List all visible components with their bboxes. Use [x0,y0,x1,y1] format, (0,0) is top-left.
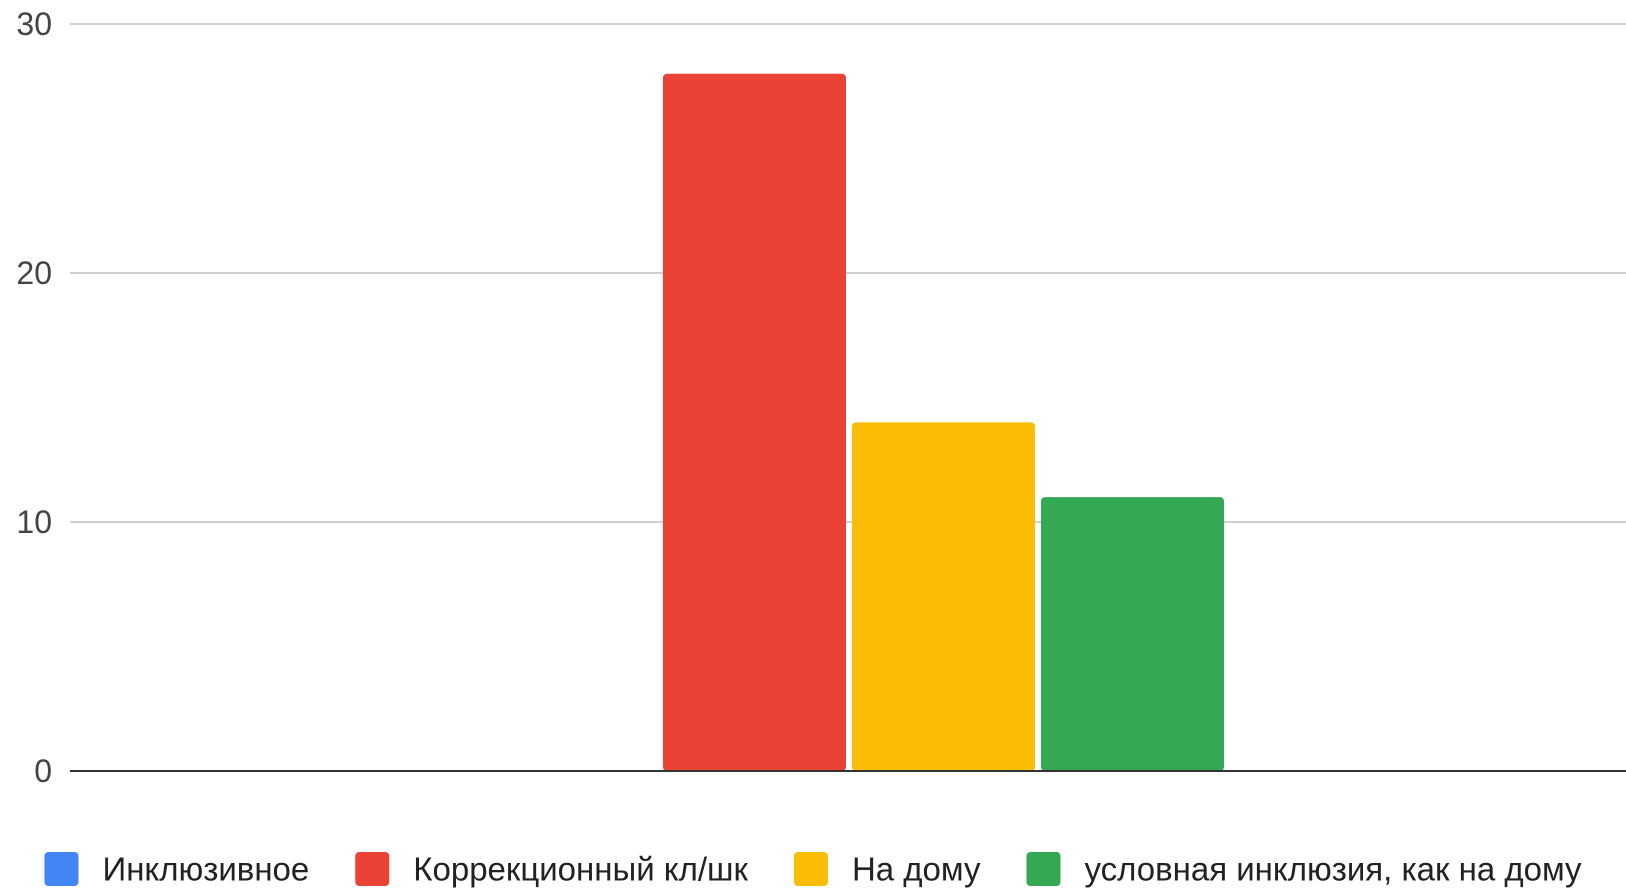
bar-3 [852,422,1035,771]
bars [663,73,1224,772]
legend-label: Инклюзивное [102,851,309,888]
y-tick-label: 0 [34,753,52,789]
bar-4 [1041,497,1224,771]
y-tick-label: 30 [16,6,52,42]
legend-swatch-3 [793,852,828,886]
legend-swatch-4 [1026,852,1061,886]
legend-label: условная инклюзия, как на дому [1084,851,1582,888]
legend-swatch-1 [44,852,79,886]
gridlines [70,23,1626,523]
legend-label: На дому [852,851,981,888]
legend: Инклюзивное Коррекционный кл/шк На дому усл… [44,851,1582,888]
y-tick-label: 20 [16,255,52,291]
y-axis-tick-labels: 0 10 20 30 [16,6,52,789]
legend-swatch-2 [355,852,390,886]
legend-label: Коррекционный кл/шк [413,851,748,888]
y-tick-label: 10 [16,504,52,540]
bar-2 [663,73,846,772]
